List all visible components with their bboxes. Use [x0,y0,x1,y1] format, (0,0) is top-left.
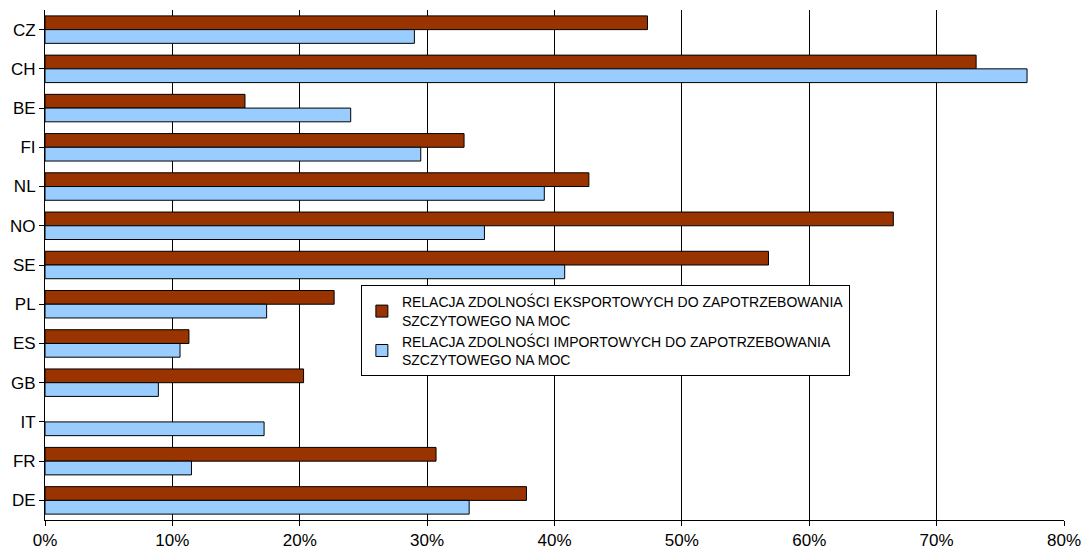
svg-text:CH: CH [11,60,36,79]
svg-text:70%: 70% [920,531,954,550]
svg-text:DE: DE [12,491,36,510]
svg-text:BE: BE [13,99,36,118]
svg-text:NO: NO [10,217,36,236]
svg-text:60%: 60% [792,531,826,550]
svg-text:FR: FR [13,452,36,471]
svg-text:40%: 40% [537,531,571,550]
svg-text:NL: NL [14,177,36,196]
svg-text:RELACJA ZDOLNOŚCI IMPORTOWYCH: RELACJA ZDOLNOŚCI IMPORTOWYCH DO ZAPOTRZ… [402,333,831,368]
svg-text:80%: 80% [1047,531,1081,550]
svg-text:0%: 0% [33,531,58,550]
svg-text:SE: SE [13,256,36,275]
svg-text:IT: IT [20,413,35,432]
svg-text:RELACJA ZDOLNOŚCI EKSPORTOWYCH: RELACJA ZDOLNOŚCI EKSPORTOWYCH DO ZAPOTR… [402,293,843,328]
svg-text:GB: GB [11,374,36,393]
svg-text:FI: FI [20,138,35,157]
svg-text:30%: 30% [410,531,444,550]
svg-text:50%: 50% [665,531,699,550]
svg-text:ES: ES [13,334,36,353]
svg-text:CZ: CZ [13,21,36,40]
svg-text:PL: PL [15,295,36,314]
svg-text:10%: 10% [155,531,189,550]
svg-text:20%: 20% [283,531,317,550]
